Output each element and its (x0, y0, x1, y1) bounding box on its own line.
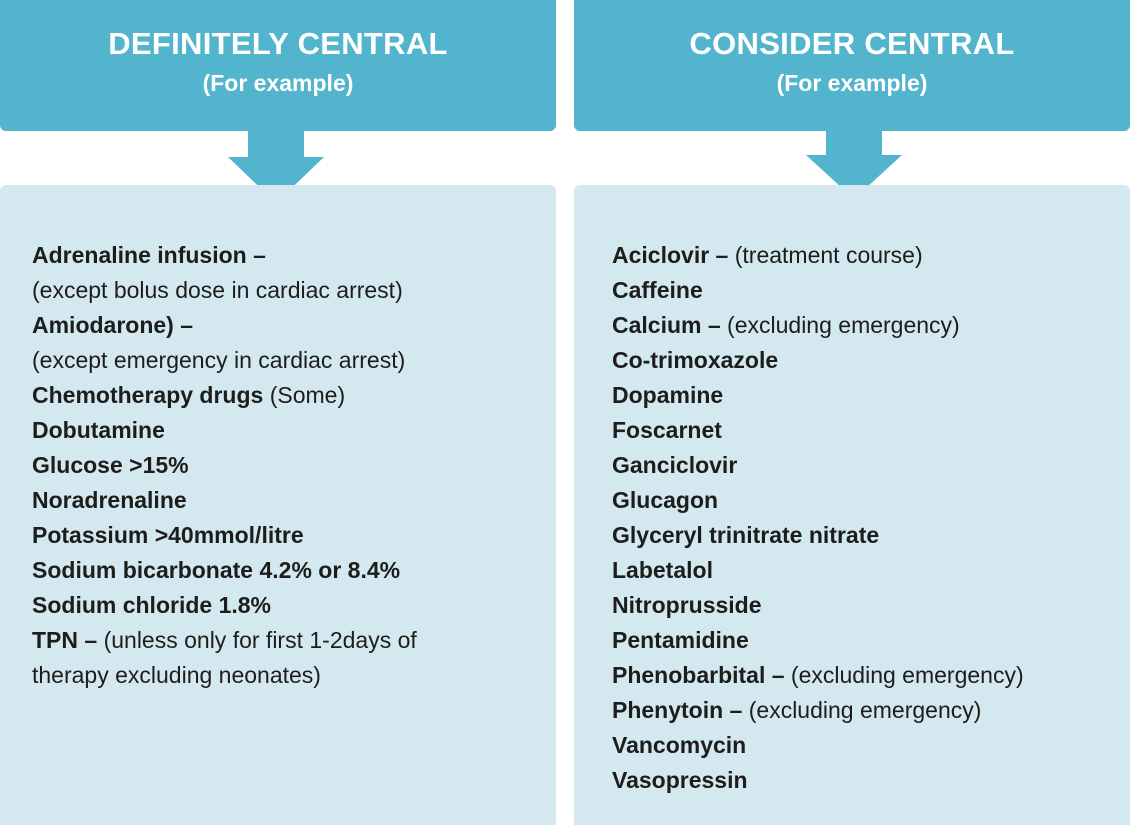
definitely-central-panel: Adrenaline infusion – (except bolus dose … (0, 185, 556, 825)
definitely-central-title: DEFINITELY CENTRAL (108, 26, 448, 61)
consider-central-header: CONSIDER CENTRAL (For example) (574, 0, 1130, 131)
drug-list-item: Caffeine (612, 273, 1120, 308)
consider-central-subtitle: (For example) (776, 70, 928, 96)
drug-name: Pentamidine (612, 627, 749, 653)
down-arrow-icon-left (228, 131, 324, 203)
drug-list-item: Dobutamine (32, 413, 546, 448)
drug-note: (excluding emergency) (720, 312, 960, 338)
drug-list-item: Phenytoin – (excluding emergency) (612, 693, 1120, 728)
drug-list-item: Calcium – (excluding emergency) (612, 308, 1120, 343)
drug-name: Calcium – (612, 312, 721, 338)
drug-list-item: Glucagon (612, 483, 1120, 518)
drug-list-item: Ganciclovir (612, 448, 1120, 483)
drug-list-item: Co-trimoxazole (612, 343, 1120, 378)
drug-list-item: Phenobarbital – (excluding emergency) (612, 658, 1120, 693)
drug-list-item: Vancomycin (612, 728, 1120, 763)
drug-list-item: Vasopressin (612, 763, 1120, 798)
definitely-central-list: Adrenaline infusion – (except bolus dose … (32, 238, 546, 693)
drug-name: TPN – (32, 627, 98, 653)
drug-note: (excluding emergency) (742, 697, 982, 723)
drug-name: Phenobarbital – (612, 662, 785, 688)
drug-name: Phenytoin – (612, 697, 743, 723)
drug-name: Caffeine (612, 277, 703, 303)
drug-list-item: (except emergency in cardiac arrest) (32, 343, 546, 378)
drug-name: Glucagon (612, 487, 719, 513)
down-arrow-icon-right (806, 131, 902, 199)
drug-list-item: TPN – (unless only for first 1-2days of (32, 623, 546, 658)
drug-name: Sodium chloride 1.8% (32, 592, 271, 618)
drug-list-item: therapy excluding neonates) (32, 658, 546, 693)
drug-name: Labetalol (612, 557, 713, 583)
drug-note: therapy excluding neonates) (32, 662, 321, 688)
consider-central-list: Aciclovir – (treatment course) Caffeine Ca… (612, 238, 1120, 798)
drug-list-item: (except bolus dose in cardiac arrest) (32, 273, 546, 308)
definitely-central-subtitle: (For example) (202, 70, 354, 96)
drug-name: Foscarnet (612, 417, 722, 443)
drug-list-item: Nitroprusside (612, 588, 1120, 623)
drug-list-item: Sodium bicarbonate 4.2% or 8.4% (32, 553, 546, 588)
drug-name: Ganciclovir (612, 452, 738, 478)
drug-name: Noradrenaline (32, 487, 187, 513)
drug-note: (except bolus dose in cardiac arrest) (32, 277, 403, 303)
drug-name: Glucose >15% (32, 452, 189, 478)
drug-note: (treatment course) (728, 242, 923, 268)
drug-list-item: Foscarnet (612, 413, 1120, 448)
drug-name: Vancomycin (612, 732, 747, 758)
drug-note: (except emergency in cardiac arrest) (32, 347, 406, 373)
drug-name: Dopamine (612, 382, 724, 408)
drug-list-item: Potassium >40mmol/litre (32, 518, 546, 553)
drug-note: (unless only for first 1-2days of (97, 627, 417, 653)
drug-list-item: Pentamidine (612, 623, 1120, 658)
consider-central-panel: Aciclovir – (treatment course) Caffeine Ca… (574, 185, 1130, 825)
drug-name: Chemotherapy drugs (32, 382, 264, 408)
drug-list-item: Glyceryl trinitrate nitrate (612, 518, 1120, 553)
drug-name: Vasopressin (612, 767, 748, 793)
drug-note: (Some) (263, 382, 346, 408)
drug-list-item: Adrenaline infusion – (32, 238, 546, 273)
drug-list-item: Aciclovir – (treatment course) (612, 238, 1120, 273)
consider-central-title: CONSIDER CENTRAL (689, 26, 1015, 61)
drug-list-item: Amiodarone) – (32, 308, 546, 343)
drug-name: Potassium >40mmol/litre (32, 522, 304, 548)
drug-list-item: Dopamine (612, 378, 1120, 413)
drug-name: Glyceryl trinitrate nitrate (612, 522, 880, 548)
drug-name: Co-trimoxazole (612, 347, 779, 373)
drug-name: Dobutamine (32, 417, 165, 443)
drug-name: Nitroprusside (612, 592, 762, 618)
drug-list-item: Glucose >15% (32, 448, 546, 483)
drug-list-item: Labetalol (612, 553, 1120, 588)
drug-name: Sodium bicarbonate 4.2% or 8.4% (32, 557, 401, 583)
drug-list-item: Noradrenaline (32, 483, 546, 518)
drug-name: Aciclovir – (612, 242, 729, 268)
drug-name: Amiodarone) – (32, 312, 194, 338)
drug-note: (excluding emergency) (784, 662, 1024, 688)
drug-name: Adrenaline infusion – (32, 242, 266, 268)
drug-list-item: Sodium chloride 1.8% (32, 588, 546, 623)
drug-list-item: Chemotherapy drugs (Some) (32, 378, 546, 413)
definitely-central-header: DEFINITELY CENTRAL (For example) (0, 0, 556, 131)
